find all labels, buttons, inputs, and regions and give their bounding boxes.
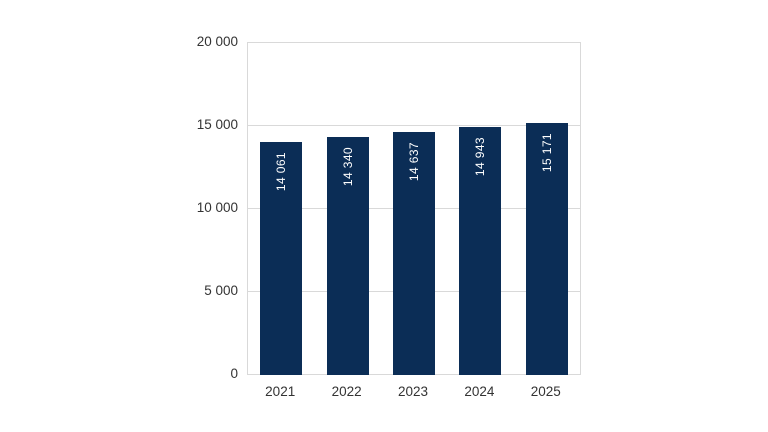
bar-value-label: 15 171 [539,133,554,173]
y-axis-tick-label: 10 000 [196,200,238,215]
bar: 14 943 [459,126,502,375]
bar-value-label: 14 943 [473,136,488,177]
y-axis-tick-label: 20 000 [196,34,238,49]
bar-value-label: 14 340 [340,146,355,187]
bar-value-label: 14 637 [407,142,421,182]
bar: 15 171 [525,123,568,375]
bar-value-label: 14 061 [274,151,289,191]
plot-area: 14 061 14 340 14 637 14 943 15 171 [247,42,581,375]
x-axis-category-label: 2023 [397,384,429,399]
x-axis-category-label: 2021 [265,384,296,399]
x-axis-category-label: 2022 [331,384,362,399]
bar: 14 061 [260,141,303,375]
x-axis-category-label: 2025 [530,384,561,399]
bar: 14 637 [393,132,435,375]
y-axis-tick-label: 0 [230,366,238,381]
x-axis-category-label: 2024 [464,384,495,399]
gridline [248,125,580,126]
bar: 14 340 [326,136,369,375]
y-axis-tick-label: 15 000 [196,117,238,132]
y-axis-tick-label: 5 000 [204,283,238,298]
